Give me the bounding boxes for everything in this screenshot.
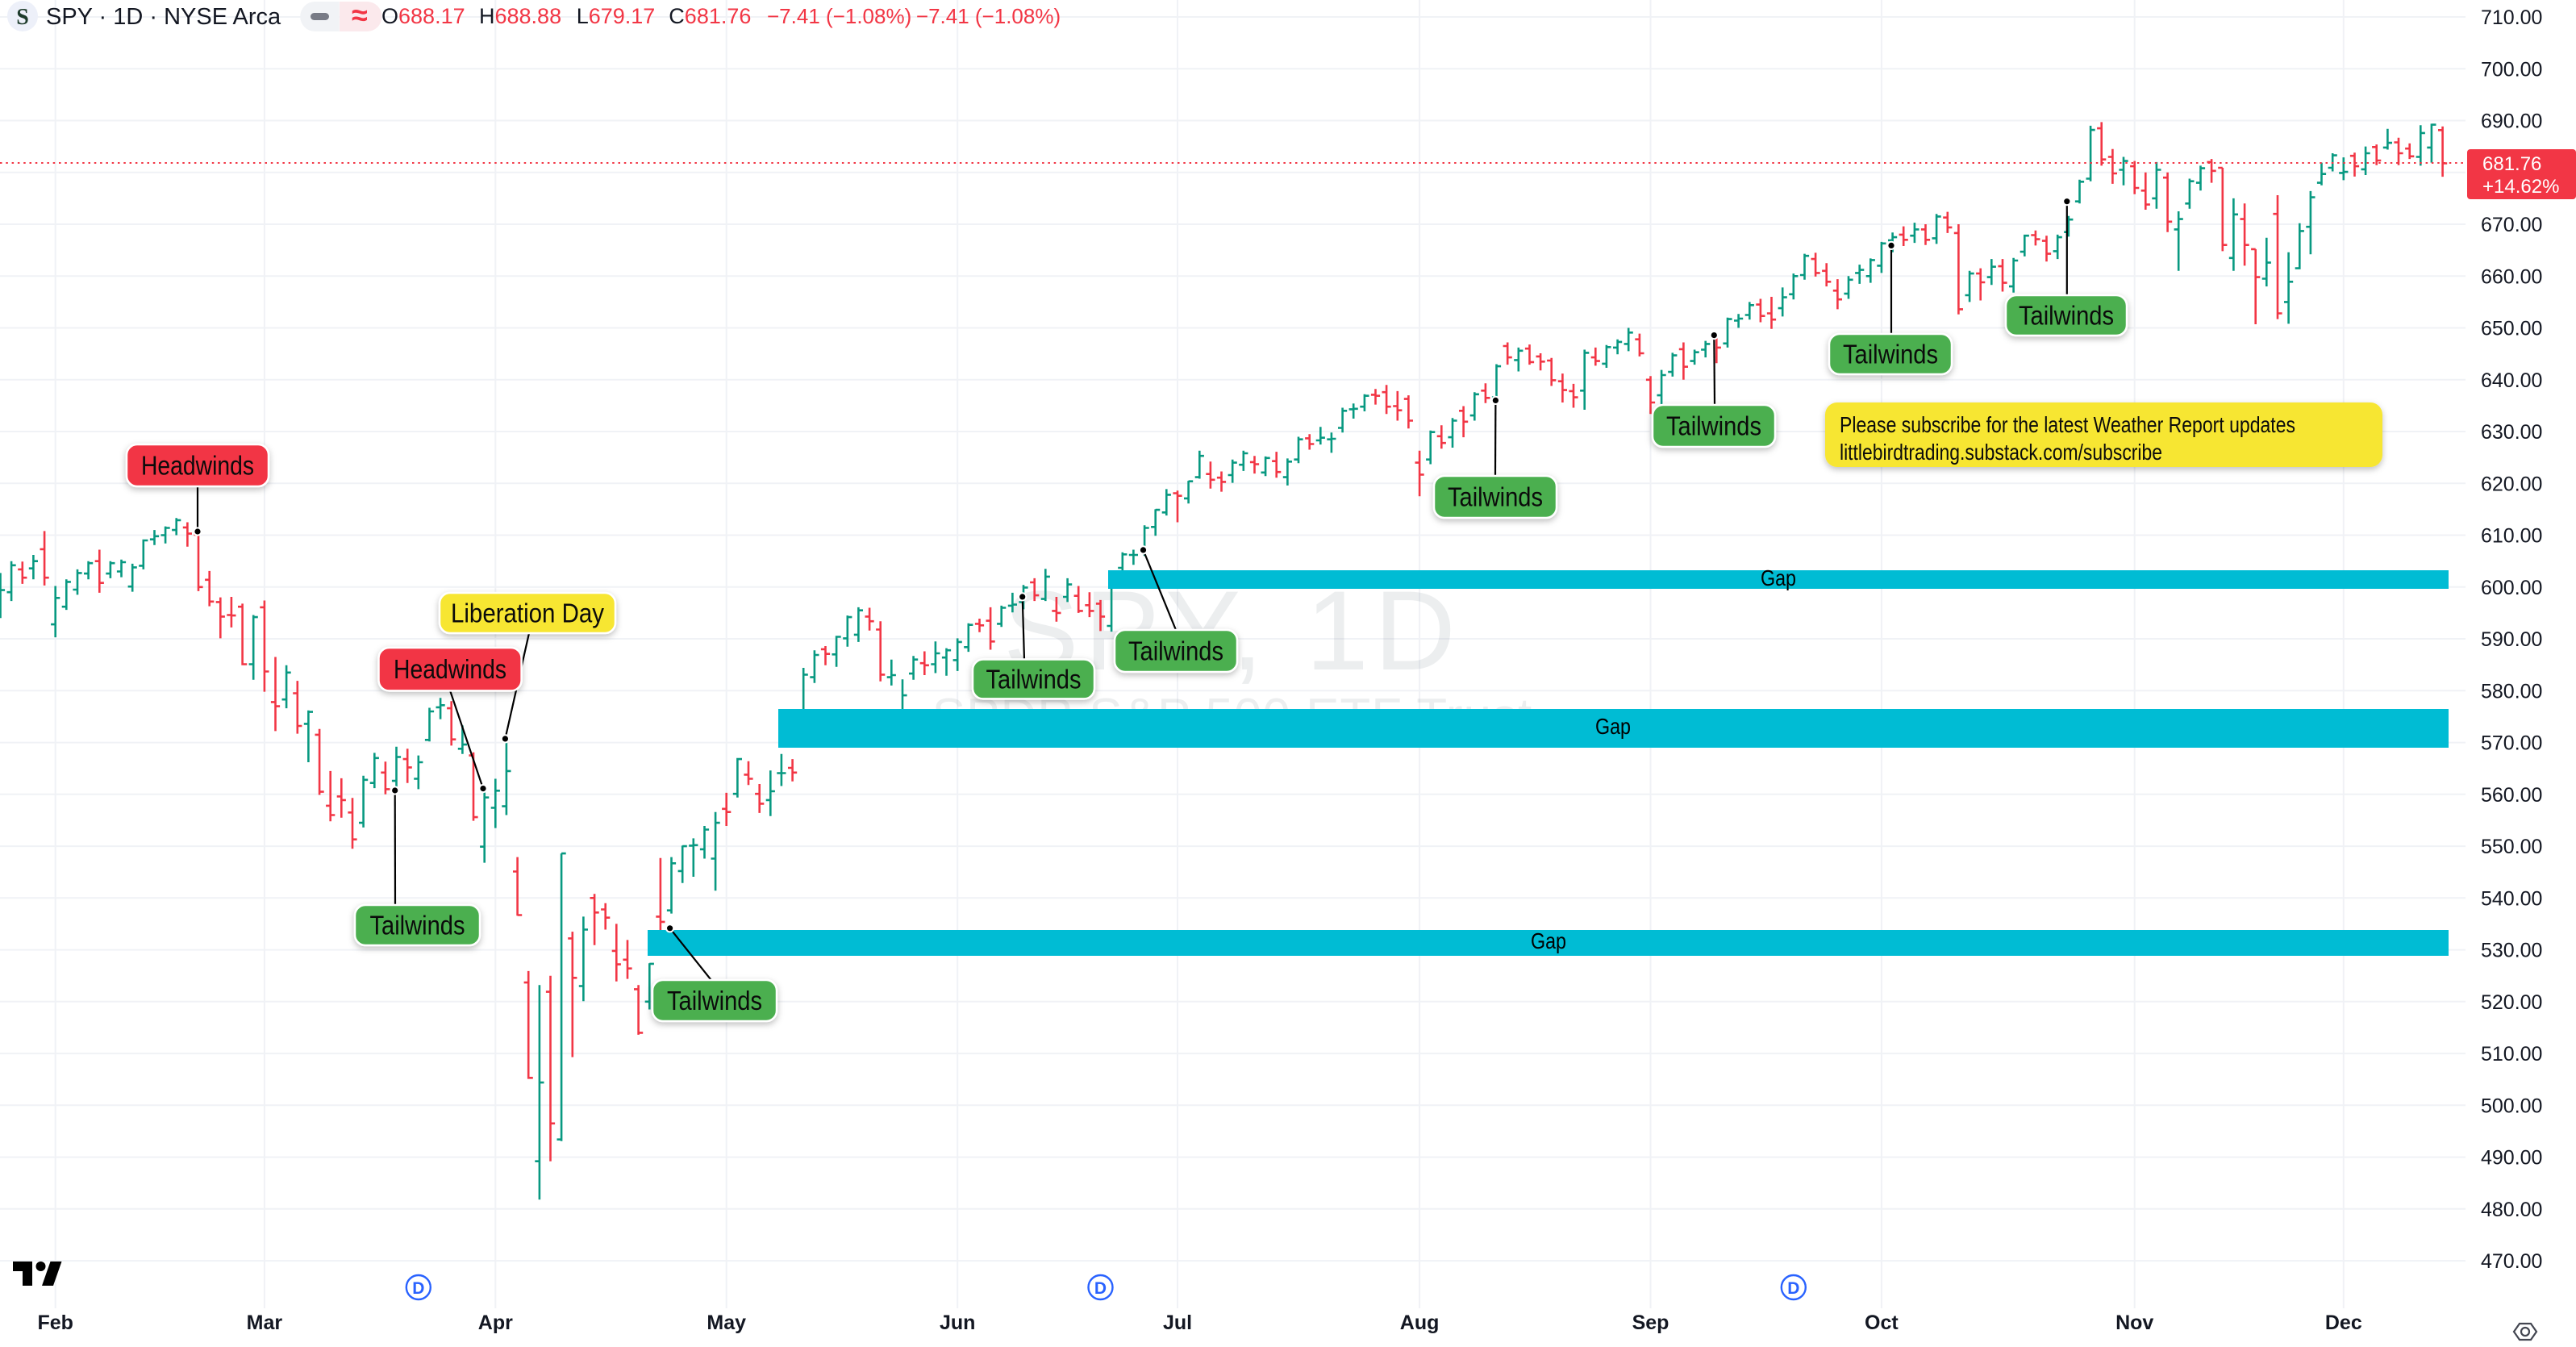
- svg-text:Liberation Day: Liberation Day: [451, 598, 604, 628]
- svg-text:Oct: Oct: [1865, 1312, 1899, 1334]
- svg-text:Apr: Apr: [478, 1312, 513, 1334]
- svg-text:D: D: [412, 1279, 424, 1298]
- svg-text:Tailwinds: Tailwinds: [1843, 340, 1938, 369]
- svg-text:530.00: 530.00: [2481, 940, 2542, 962]
- svg-text:Gap: Gap: [1531, 928, 1566, 953]
- svg-text:560.00: 560.00: [2481, 784, 2542, 807]
- svg-text:500.00: 500.00: [2481, 1095, 2542, 1117]
- svg-text:520.00: 520.00: [2481, 991, 2542, 1014]
- svg-text:May: May: [707, 1312, 746, 1334]
- svg-text:590.00: 590.00: [2481, 628, 2542, 651]
- svg-text:Please subscribe for the lates: Please subscribe for the latest Weather …: [1840, 412, 2295, 437]
- svg-text:D: D: [1787, 1279, 1799, 1298]
- svg-text:600.00: 600.00: [2481, 577, 2542, 599]
- svg-text:640.00: 640.00: [2481, 369, 2542, 392]
- svg-text:−7.41 (−1.08%): −7.41 (−1.08%): [916, 4, 1061, 28]
- svg-text:+14.62%: +14.62%: [2482, 176, 2559, 198]
- svg-text:H688.88: H688.88: [479, 4, 561, 28]
- svg-text:S: S: [16, 5, 29, 30]
- svg-text:Dec: Dec: [2325, 1312, 2362, 1334]
- svg-text:510.00: 510.00: [2481, 1043, 2542, 1066]
- svg-text:550.00: 550.00: [2481, 836, 2542, 858]
- svg-text:681.76: 681.76: [2482, 153, 2541, 175]
- svg-text:490.00: 490.00: [2481, 1147, 2542, 1170]
- svg-text:Tailwinds: Tailwinds: [986, 664, 1082, 694]
- svg-text:littlebirdtrading.substack.com: littlebirdtrading.substack.com/subscribe: [1840, 440, 2162, 465]
- svg-text:580.00: 580.00: [2481, 680, 2542, 703]
- svg-text:Tailwinds: Tailwinds: [1448, 482, 1543, 512]
- svg-text:Sep: Sep: [1632, 1312, 1669, 1334]
- svg-text:620.00: 620.00: [2481, 473, 2542, 495]
- svg-text:480.00: 480.00: [2481, 1199, 2542, 1221]
- svg-text:630.00: 630.00: [2481, 421, 2542, 444]
- svg-text:D: D: [1094, 1279, 1107, 1298]
- svg-text:C681.76: C681.76: [669, 4, 751, 28]
- svg-text:Jun: Jun: [940, 1312, 975, 1334]
- svg-text:Gap: Gap: [1595, 714, 1631, 739]
- svg-text:470.00: 470.00: [2481, 1250, 2542, 1273]
- svg-text:660.00: 660.00: [2481, 265, 2542, 288]
- svg-text:540.00: 540.00: [2481, 887, 2542, 910]
- svg-text:L679.17: L679.17: [577, 4, 656, 28]
- svg-text:570.00: 570.00: [2481, 732, 2542, 755]
- svg-text:Headwinds: Headwinds: [394, 654, 506, 684]
- svg-text:Tailwinds: Tailwinds: [2019, 301, 2114, 331]
- svg-text:≈: ≈: [352, 0, 368, 31]
- svg-text:Tailwinds: Tailwinds: [1666, 411, 1761, 441]
- svg-text:710.00: 710.00: [2481, 6, 2542, 29]
- svg-text:650.00: 650.00: [2481, 318, 2542, 340]
- svg-text:Headwinds: Headwinds: [141, 451, 254, 481]
- svg-text:Jul: Jul: [1163, 1312, 1192, 1334]
- svg-text:Mar: Mar: [247, 1312, 283, 1334]
- svg-text:Tailwinds: Tailwinds: [370, 911, 465, 940]
- svg-text:Nov: Nov: [2115, 1312, 2153, 1334]
- svg-text:700.00: 700.00: [2481, 58, 2542, 81]
- svg-text:Aug: Aug: [1400, 1312, 1440, 1334]
- svg-text:Gap: Gap: [1761, 565, 1796, 590]
- svg-text:−7.41 (−1.08%): −7.41 (−1.08%): [767, 4, 911, 28]
- svg-text:690.00: 690.00: [2481, 111, 2542, 133]
- svg-text:670.00: 670.00: [2481, 214, 2542, 236]
- svg-text:SPY · 1D · NYSE Arca: SPY · 1D · NYSE Arca: [46, 4, 281, 30]
- svg-text:610.00: 610.00: [2481, 525, 2542, 548]
- svg-text:Feb: Feb: [37, 1312, 73, 1334]
- svg-text:O688.17: O688.17: [381, 4, 465, 28]
- svg-text:Tailwinds: Tailwinds: [667, 986, 762, 1015]
- svg-text:Tailwinds: Tailwinds: [1128, 636, 1223, 666]
